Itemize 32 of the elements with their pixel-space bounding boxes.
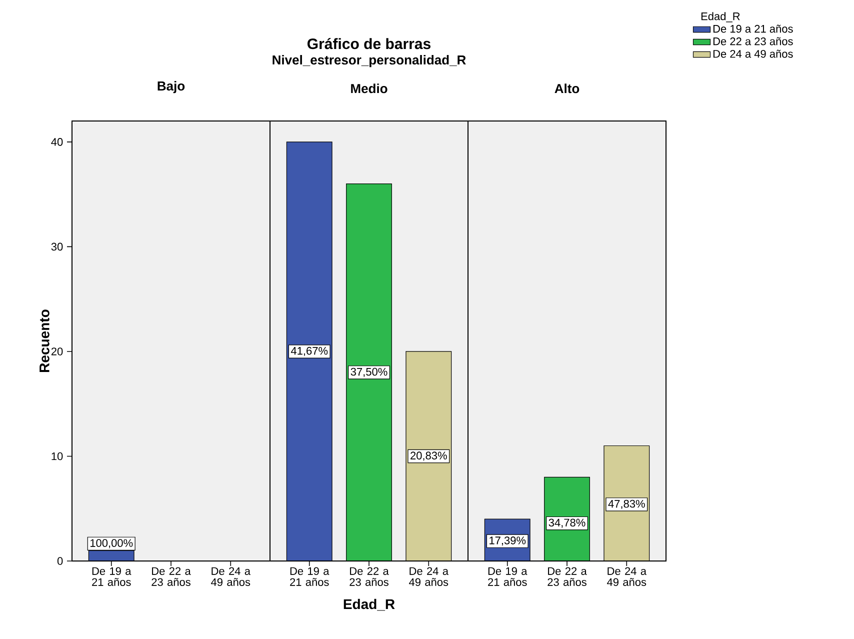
y-tick-label: 20: [51, 348, 63, 356]
legend-title: Edad_R: [701, 12, 740, 22]
y-axis-title: Recuento: [40, 310, 50, 372]
x-tick-label: De 24 a 49 años: [607, 567, 647, 586]
x-tick-label: De 24 a 49 años: [211, 567, 251, 586]
x-tick-label: De 19 a 21 años: [92, 567, 132, 586]
y-tick-label: 30: [51, 242, 63, 251]
annotation: 47,83%: [608, 500, 645, 509]
y-tick-label: 10: [52, 452, 63, 460]
chart-title: Alto: [554, 84, 580, 94]
x-tick-label: De 22 a 23 años: [152, 567, 191, 586]
annotation: 34,78%: [548, 518, 586, 528]
annotation: 17,39%: [490, 536, 526, 546]
legend-label: De 19 a 21 años: [713, 24, 793, 33]
annotation: 37,50%: [350, 368, 388, 377]
chart-title: Medio: [351, 84, 388, 94]
text: Nivel_estresor_personalidad_R: [272, 55, 466, 68]
x-tick-label: De 19 a 21 años: [290, 567, 330, 586]
text: Gráfico de barras: [308, 38, 430, 50]
legend-label: De 22 a 23 años: [713, 37, 793, 46]
x-tick-label: De 22 a 23 años: [548, 567, 587, 586]
x-axis-title: Edad_R: [344, 598, 395, 611]
x-tick-label: De 19 a 21 años: [488, 567, 528, 586]
y-tick-label: 40: [51, 138, 63, 146]
chart-title: Bajo: [158, 81, 185, 94]
legend-label: De 24 a 49 años: [713, 50, 793, 58]
annotation: 41,67%: [290, 346, 328, 356]
annotation: 100,00%: [90, 539, 133, 548]
annotation: 20,83%: [410, 452, 447, 461]
y-tick-label: 0: [57, 557, 63, 565]
x-tick-label: De 24 a 49 años: [409, 567, 449, 586]
x-tick-label: De 22 a 23 años: [350, 567, 389, 586]
